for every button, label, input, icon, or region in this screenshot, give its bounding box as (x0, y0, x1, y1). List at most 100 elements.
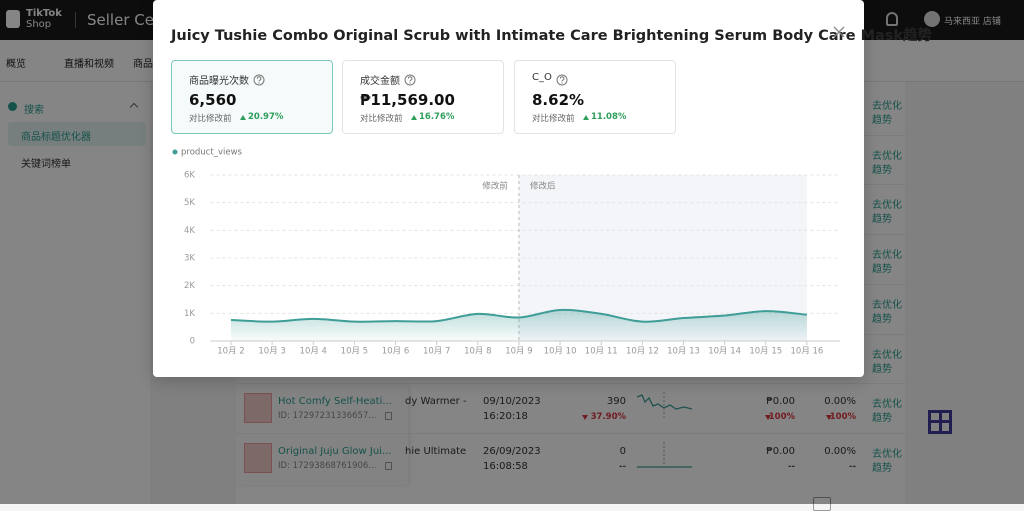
metric-label: 商品曝光次数 (189, 76, 249, 87)
action-link[interactable]: 去优化 (872, 399, 902, 411)
action-link[interactable]: 趋势 (872, 115, 892, 126)
action-link[interactable]: 趋势 (872, 264, 892, 276)
grid-menu-button[interactable] (928, 410, 952, 434)
notification-icon[interactable] (886, 12, 898, 26)
legend-marker (172, 149, 178, 155)
metric-card[interactable]: 商品曝光次数 6,560 对比修改前 20.97% (171, 60, 333, 134)
action-link[interactable]: 趋势 (872, 363, 892, 375)
product-id: ID: 17293868761906... (278, 461, 377, 471)
help-icon[interactable] (253, 74, 265, 86)
sidebar-section[interactable]: 搜索 (24, 105, 44, 116)
trend-arrow (826, 415, 832, 420)
x-tick-label: 10月 4 (300, 347, 327, 357)
date: 26/09/2023 (483, 446, 541, 457)
metric-change: -- (848, 462, 856, 472)
sidebar-item[interactable]: 关键词榜单 (21, 159, 71, 170)
product-title: hie Ultimate (405, 446, 467, 457)
logo-text: TikTok (26, 8, 62, 19)
sidebar-selected (8, 122, 146, 146)
action-link[interactable]: 去优化 (872, 200, 902, 212)
metric-value: ₱0.00 (766, 396, 795, 407)
trend-arrow (583, 115, 589, 120)
help-icon[interactable] (556, 74, 568, 86)
metric-label: C_O (532, 72, 552, 83)
copy-icon[interactable] (385, 412, 392, 420)
metric-card[interactable]: C_O 8.62% 对比修改前 11.08% (514, 60, 676, 134)
row-divider (236, 383, 905, 385)
close-button[interactable] (833, 26, 845, 38)
time: 16:20:18 (483, 411, 528, 422)
metric-change: 20.97% (248, 112, 284, 122)
divider (75, 12, 76, 28)
x-tick-label: 10月 10 (544, 347, 577, 357)
chart: product_views 0 1K 2K 3K 4K 5K 6K 修改前 修改后 10月 2 10月… (172, 148, 840, 357)
metric-value: 0.00% (824, 396, 856, 407)
nav-tab[interactable]: 概览 (6, 59, 26, 70)
product-id: ID: 17297231336657... (278, 411, 377, 421)
metric-change: 100% (768, 412, 795, 422)
y-tick-label: 2K (184, 281, 195, 291)
product-image (244, 443, 272, 473)
row-divider (236, 432, 905, 434)
action-link[interactable]: 去优化 (872, 349, 902, 361)
x-tick-label: 10月 16 (791, 347, 824, 357)
metric-change: -- (787, 462, 795, 472)
product-image (244, 393, 272, 423)
action-link[interactable]: 去优化 (872, 150, 902, 162)
metric-value: ₱0.00 (766, 446, 795, 457)
annotation-after: 修改后 (530, 181, 556, 192)
x-tick-label: 10月 6 (382, 347, 409, 357)
compare-label: 对比修改前 (360, 114, 403, 124)
x-tick-label: 10月 3 (258, 347, 285, 357)
action-link[interactable]: 趋势 (872, 164, 892, 176)
trend-modal: Juicy Tushie Combo Original Scrub with I… (153, 0, 932, 377)
modal-title: Juicy Tushie Combo Original Scrub with I… (171, 28, 933, 44)
metric-value: 8.62% (532, 91, 585, 109)
compare-label: 对比修改前 (532, 114, 575, 124)
action-link[interactable]: 趋势 (872, 413, 892, 425)
date: 09/10/2023 (483, 396, 541, 407)
time: 16:08:58 (483, 461, 528, 472)
sidebar (0, 82, 150, 504)
metric-value: 0.00% (824, 446, 856, 457)
x-tick-label: 10月 13 (667, 347, 700, 357)
store-name[interactable]: 马来西亚 店铺 (944, 17, 1001, 27)
action-link[interactable]: 去优化 (872, 299, 902, 311)
product-name[interactable]: Hot Comfy Self-Heati... (278, 396, 392, 407)
help-icon[interactable] (404, 74, 416, 86)
metric-value: 0 (619, 446, 626, 457)
action-link[interactable]: 去优化 (872, 250, 902, 262)
action-link[interactable]: 趋势 (872, 462, 892, 474)
x-tick-label: 10月 12 (626, 347, 659, 357)
action-link[interactable]: 趋势 (872, 313, 892, 325)
y-tick-label: 0 (190, 337, 195, 347)
nav-tab[interactable]: 直播和视频 (64, 59, 114, 70)
y-tick-label: 5K (184, 198, 195, 208)
x-tick-label: 10月 11 (585, 347, 618, 357)
metric-value: ₱11,569.00 (360, 91, 455, 109)
copy-icon[interactable] (385, 462, 392, 470)
metric-change: 37.90% (590, 412, 626, 422)
metric-label: 成交金额 (360, 76, 400, 87)
nav-tab[interactable]: 商品 (133, 59, 153, 70)
sidebar-item[interactable]: 商品标题优化器 (21, 132, 91, 143)
x-tick-label: 10月 8 (464, 347, 491, 357)
avatar[interactable] (924, 11, 940, 27)
trend-arrow (582, 415, 588, 420)
x-tick-label: 10月 14 (708, 347, 741, 357)
x-tick-label: 10月 2 (217, 347, 244, 357)
action-link[interactable]: 去优化 (872, 101, 902, 112)
product-name[interactable]: Original Juju Glow Jui... (278, 446, 392, 457)
action-link[interactable]: 趋势 (872, 214, 892, 226)
x-tick-label: 10月 15 (749, 347, 782, 357)
metric-value: 6,560 (189, 91, 237, 109)
metric-card[interactable]: 成交金额 ₱11,569.00 对比修改前 16.76% (342, 60, 504, 134)
metric-change: 11.08% (591, 112, 627, 122)
app-title: Seller Cen (87, 11, 164, 29)
x-tick-label: 10月 5 (341, 347, 368, 357)
product-title: dy Warmer - (405, 396, 467, 407)
action-link[interactable]: 去优化 (872, 448, 902, 460)
compare-label: 对比修改前 (189, 114, 232, 124)
metric-change: 16.76% (419, 112, 455, 122)
